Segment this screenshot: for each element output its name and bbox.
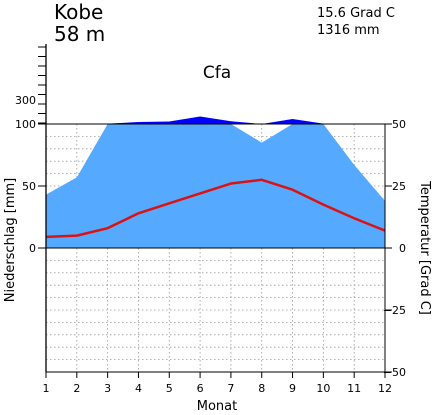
month-tick-label: 3 [104, 382, 111, 395]
month-tick-label: 8 [258, 382, 265, 395]
month-tick-label: 6 [197, 382, 204, 395]
temperature-series [45, 178, 386, 239]
station-elevation: 58 m [54, 22, 105, 46]
month-tick-label: 4 [135, 382, 142, 395]
axes [38, 44, 392, 378]
month-tick-label: 9 [289, 382, 296, 395]
y-axis-right-label: Temperatur [Grad C] [417, 180, 432, 315]
temp-tick-label: 50 [392, 118, 406, 131]
month-tick-labels: 1 2 3 4 5 6 7 8 9 10 11 12 [43, 382, 393, 395]
month-tick-label: 1 [43, 382, 50, 395]
month-tick-label: 2 [73, 382, 80, 395]
month-tick-label: 12 [378, 382, 392, 395]
mean-temperature: 15.6 Grad C [317, 6, 395, 21]
precip-tick-labels: 0 50 100 300 [15, 94, 36, 255]
annual-precipitation: 1316 mm [317, 23, 380, 38]
station-name: Kobe [54, 0, 103, 24]
temp-tick-labels: 50 25 0 −25 −50 [383, 118, 406, 379]
precip-tick-label: 0 [29, 242, 36, 255]
x-axis-label: Monat [197, 399, 237, 414]
precip-tick-label: 300 [15, 94, 36, 107]
temperature-line [45, 178, 386, 239]
temp-tick-label: 25 [392, 180, 406, 193]
month-tick-label: 11 [347, 382, 361, 395]
month-tick-label: 5 [166, 382, 173, 395]
precip-area [46, 124, 385, 248]
header: Kobe 58 m 15.6 Grad C 1316 mm Cfa [54, 0, 395, 83]
precip-overflow-area [46, 116, 385, 124]
month-tick-label: 10 [316, 382, 330, 395]
temp-tick-label: 0 [399, 242, 406, 255]
precip-tick-label: 50 [22, 180, 36, 193]
month-tick-label: 7 [227, 382, 234, 395]
precip-tick-label: 100 [15, 118, 36, 131]
y-axis-left-label: Niederschlag [mm] [3, 178, 18, 303]
climate-class: Cfa [203, 63, 231, 83]
temp-tick-label: −25 [383, 304, 406, 317]
temp-tick-label: −50 [383, 366, 406, 379]
